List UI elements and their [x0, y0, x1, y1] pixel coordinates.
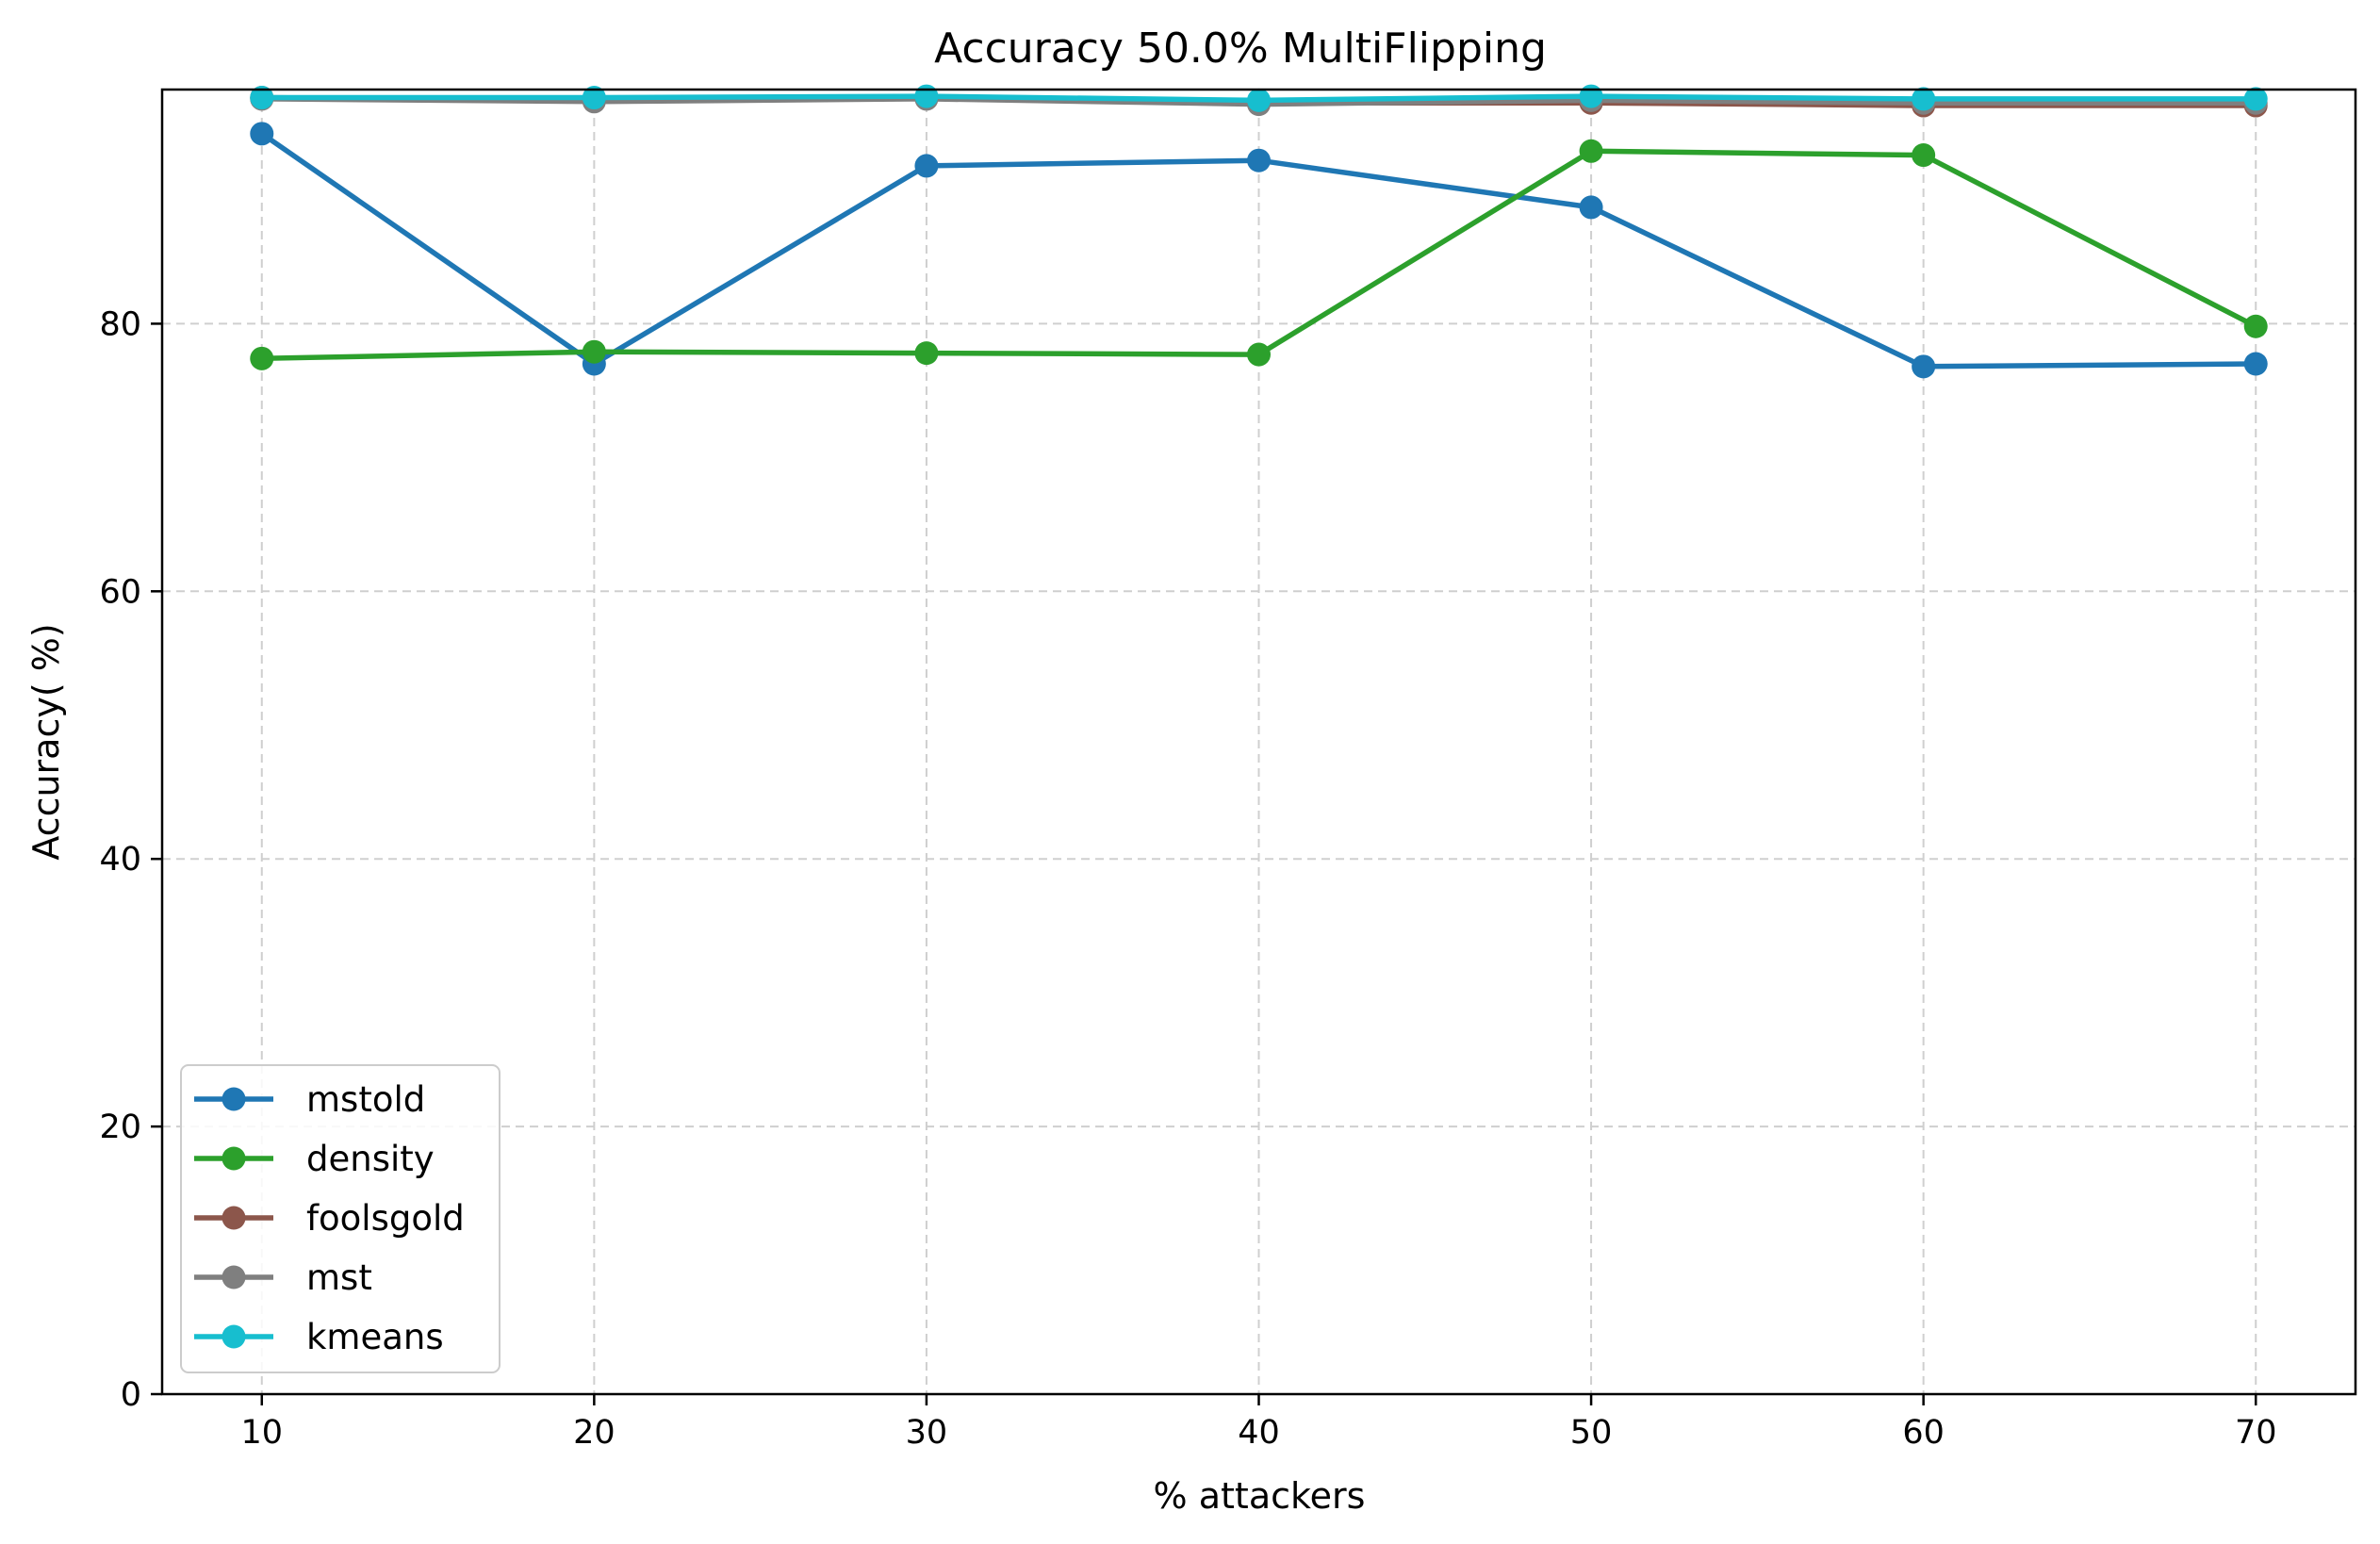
data-point	[1912, 354, 1936, 379]
data-point	[1247, 148, 1271, 172]
data-point	[1579, 139, 1603, 163]
series-kmeans	[250, 84, 2268, 112]
legend-item-mstold: mstold	[194, 1079, 425, 1120]
data-point	[914, 341, 939, 366]
legend-marker	[222, 1087, 246, 1111]
legend-label: kmeans	[306, 1317, 444, 1357]
x-tick-label: 70	[2235, 1414, 2277, 1452]
data-point	[1912, 143, 1936, 168]
series-layer	[250, 84, 2268, 379]
data-point	[250, 86, 274, 110]
y-tick-label: 80	[99, 305, 141, 343]
y-axis-label: Accuracy( %)	[25, 623, 67, 860]
data-point	[2243, 314, 2268, 338]
x-tick-label: 10	[240, 1414, 283, 1452]
legend-marker	[222, 1324, 246, 1349]
legend-item-density: density	[194, 1139, 435, 1179]
data-point	[2243, 87, 2268, 111]
data-point	[1247, 342, 1271, 367]
data-point	[250, 346, 274, 370]
legend-label: foolsgold	[306, 1198, 465, 1239]
y-axis: 0 20 40 60 80	[99, 305, 162, 1414]
legend-label: mstold	[306, 1079, 425, 1120]
data-point	[582, 339, 606, 364]
series-density	[250, 139, 2268, 370]
data-point	[1579, 84, 1603, 108]
x-tick-label: 40	[1238, 1414, 1280, 1452]
legend-marker	[222, 1265, 246, 1289]
y-tick-label: 40	[99, 841, 141, 879]
data-point	[250, 122, 274, 146]
data-point	[914, 154, 939, 178]
legend-box	[180, 1064, 501, 1373]
legend-item-kmeans: kmeans	[194, 1317, 444, 1357]
data-point	[1247, 88, 1271, 112]
data-point	[914, 84, 939, 108]
legend-label: mst	[306, 1257, 372, 1298]
y-tick-label: 60	[99, 573, 141, 611]
y-tick-label: 20	[99, 1109, 141, 1146]
legend-item-mst: mst	[194, 1257, 372, 1298]
x-tick-label: 30	[906, 1414, 948, 1452]
x-axis: 10 20 30 40 50 60 70	[240, 1394, 2277, 1452]
x-tick-label: 60	[1902, 1414, 1945, 1452]
legend-item-foolsgold: foolsgold	[194, 1198, 465, 1239]
legend-marker	[222, 1146, 246, 1171]
x-tick-label: 20	[573, 1414, 616, 1452]
data-point	[582, 86, 606, 110]
data-point	[2243, 352, 2268, 376]
data-point	[1579, 195, 1603, 220]
data-point	[1912, 87, 1936, 111]
x-tick-label: 50	[1570, 1414, 1613, 1452]
legend-label: density	[306, 1139, 435, 1179]
chart-title: Accuracy 50.0% MultiFlipping	[934, 25, 1547, 73]
y-tick-label: 0	[121, 1376, 141, 1414]
x-axis-label: % attackers	[1154, 1475, 1366, 1517]
legend-marker	[222, 1206, 246, 1230]
legend: mstold density foolsgold mst kmeans	[180, 1064, 501, 1373]
